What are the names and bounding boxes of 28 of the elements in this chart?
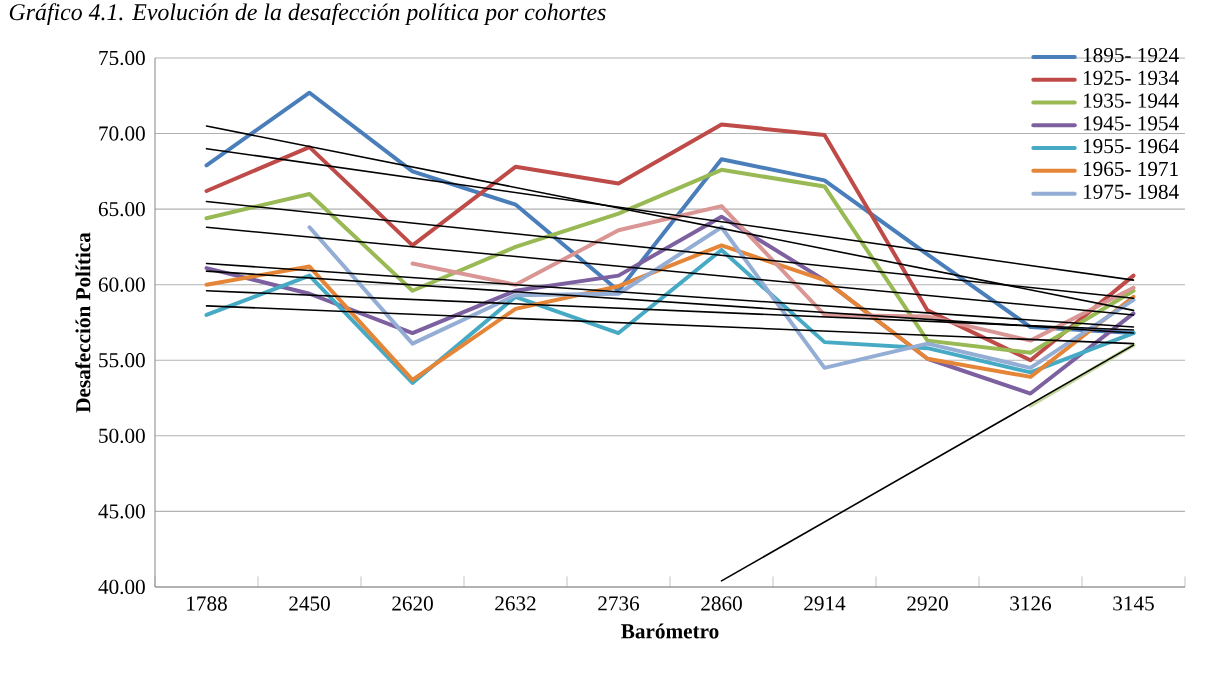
x-tick-label: 2736 [598, 596, 640, 611]
legend-label: 1955- 1964 [1083, 139, 1179, 154]
x-tick-label: 1788 [187, 596, 227, 611]
y-tick-label: 55.00 [99, 353, 145, 368]
y-tick-label: 70.00 [99, 126, 145, 141]
legend-label: 1945- 1954 [1083, 116, 1179, 131]
y-tick-label: 75.00 [99, 50, 145, 66]
x-tick-label: 3145 [1113, 596, 1154, 611]
legend-label: 1965- 1971 [1083, 161, 1178, 177]
y-tick-label: 65.00 [98, 201, 145, 217]
x-tick-label: 2860 [701, 596, 742, 611]
y-tick-label: 40.00 [98, 579, 145, 595]
y-tick-label: 50.00 [99, 428, 145, 444]
x-tick-label: 2920 [907, 596, 948, 611]
y-tick-label: 60.00 [98, 277, 145, 292]
y-axis-title: Desafección Política [75, 232, 91, 413]
x-tick-label: 3126 [1010, 596, 1052, 611]
x-tick-label: 2620 [392, 596, 433, 611]
legend-label: 1895- 1924 [1083, 47, 1179, 63]
x-tick-label: 2914 [804, 596, 846, 611]
x-tick-label: 2450 [289, 596, 330, 611]
legend-label: 1925- 1934 [1083, 70, 1179, 86]
chart-title: Gráfico 4.1. Evolución de la desafección política por cohortes [9, 3, 606, 26]
y-tick-label: 45.00 [98, 504, 145, 519]
x-tick-label: 2632 [495, 596, 536, 611]
legend-label: 1975- 1984 [1083, 184, 1179, 199]
x-axis-title: Barómetro [621, 623, 719, 639]
legend-label: 1935- 1944 [1083, 93, 1179, 108]
